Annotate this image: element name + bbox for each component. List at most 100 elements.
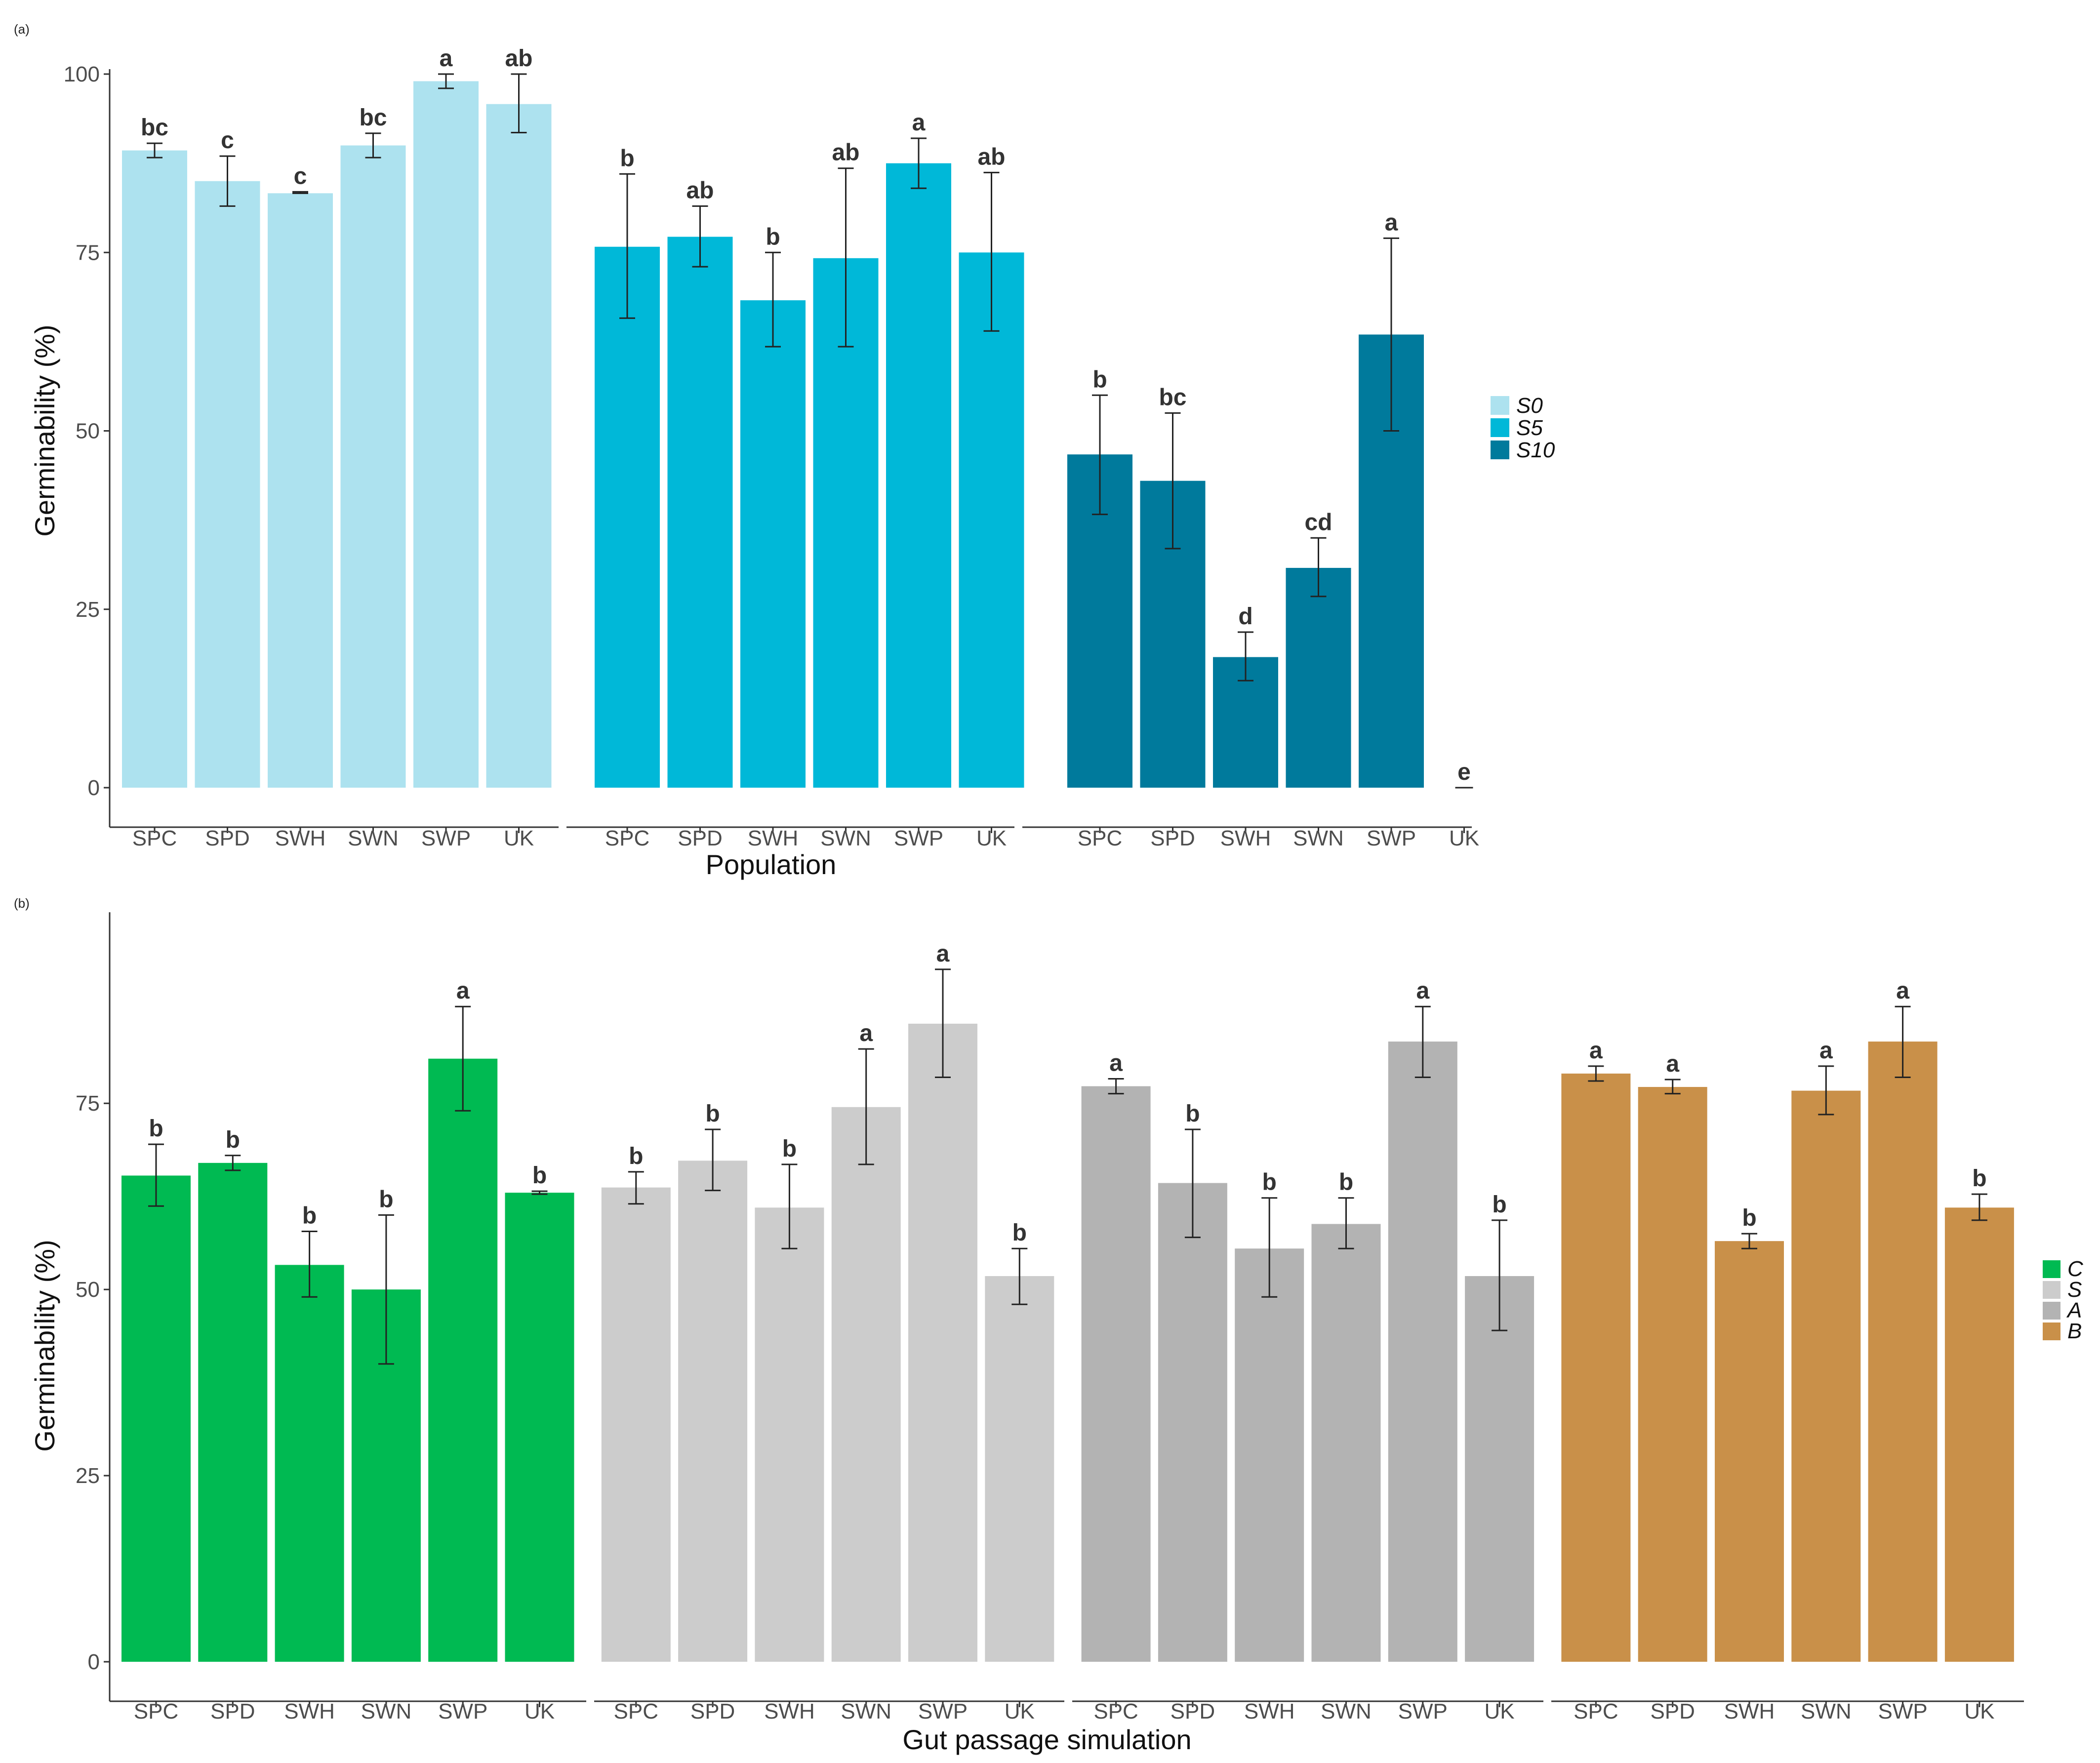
x-tick-label: SWH [284, 1699, 335, 1723]
bar [486, 104, 552, 788]
legend-swatch [2043, 1302, 2060, 1320]
significance-letter: b [782, 1136, 797, 1162]
x-tick-label: UK [1964, 1699, 1994, 1723]
bar [1388, 1042, 1457, 1662]
significance-letter: b [226, 1127, 240, 1153]
significance-letter: bc [359, 105, 387, 131]
bar [1235, 1248, 1304, 1662]
significance-letter: ab [686, 177, 714, 203]
bar [1286, 567, 1351, 788]
legend-label: S10 [1516, 438, 1555, 462]
x-axis-title: Population [706, 849, 837, 880]
bar [428, 1058, 498, 1662]
x-tick-label: SPD [1150, 826, 1195, 850]
x-tick-label: UK [1005, 1699, 1035, 1723]
significance-letter: a [1819, 1038, 1833, 1064]
bar [1868, 1042, 1938, 1662]
significance-letter: ab [505, 45, 532, 72]
legend-swatch [1491, 418, 1509, 437]
x-tick-label: SWH [1220, 826, 1271, 850]
significance-letter: a [1589, 1038, 1603, 1064]
x-tick-label: SWH [275, 826, 326, 850]
x-axis-title: Gut passage simulation [902, 1724, 1191, 1755]
bar [505, 1193, 574, 1662]
bar [1715, 1241, 1784, 1662]
x-tick-label: UK [504, 826, 534, 850]
y-axis-title: Germinability (%) [29, 1240, 60, 1451]
bar [413, 81, 479, 788]
significance-letter: b [705, 1101, 720, 1127]
significance-letter: c [221, 127, 234, 154]
significance-letter: b [1092, 366, 1107, 393]
legend-swatch [2043, 1281, 2060, 1299]
x-tick-label: SWP [438, 1699, 487, 1723]
bar [985, 1276, 1054, 1662]
y-tick-label: 25 [76, 598, 100, 622]
y-tick-label: 75 [76, 240, 100, 265]
legend-swatch [1491, 441, 1509, 459]
significance-letter: d [1238, 603, 1252, 630]
significance-letter: a [859, 1020, 873, 1046]
y-tick-label: 75 [76, 1091, 100, 1116]
x-tick-label: SWP [1398, 1699, 1448, 1723]
x-tick-label: SPC [1093, 1699, 1138, 1723]
bar [268, 193, 333, 788]
panel-label: (b) [14, 896, 30, 911]
legend-swatch [1491, 396, 1509, 415]
significance-letter: ab [977, 144, 1005, 170]
bar [1561, 1073, 1631, 1662]
bar [340, 145, 406, 788]
x-tick-label: SWH [764, 1699, 815, 1723]
significance-letter: b [1972, 1165, 1986, 1192]
x-tick-label: SWH [1244, 1699, 1295, 1723]
significance-letter: a [1109, 1050, 1123, 1076]
significance-letter: b [1742, 1205, 1756, 1231]
x-tick-label: SWP [421, 826, 471, 850]
significance-letter: b [302, 1203, 317, 1229]
x-tick-label: SWP [1878, 1699, 1927, 1723]
x-tick-label: SWN [841, 1699, 891, 1723]
x-tick-label: UK [1449, 826, 1479, 850]
significance-letter: b [766, 224, 780, 250]
significance-letter: b [379, 1186, 393, 1212]
legend-label: S5 [1516, 416, 1543, 440]
bar [1638, 1087, 1707, 1662]
x-tick-label: SWP [894, 826, 943, 850]
significance-letter: a [912, 110, 926, 136]
bar [121, 1175, 191, 1662]
bar [667, 237, 733, 788]
legend-label: S0 [1516, 394, 1543, 418]
y-tick-label: 50 [76, 419, 100, 443]
bar [195, 181, 260, 788]
significance-letter: b [1492, 1192, 1506, 1218]
significance-letter: b [629, 1143, 643, 1169]
x-tick-label: SWN [348, 826, 399, 850]
bar [908, 1023, 977, 1662]
y-tick-label: 0 [88, 776, 100, 800]
x-tick-label: SWN [361, 1699, 412, 1723]
bar [959, 252, 1024, 788]
x-tick-label: SWN [1801, 1699, 1852, 1723]
bar [1158, 1183, 1227, 1662]
bar [678, 1161, 748, 1662]
x-tick-label: SPD [205, 826, 249, 850]
x-tick-label: SPC [1078, 826, 1122, 850]
bar [595, 246, 660, 788]
x-tick-label: SPC [134, 1699, 178, 1723]
legend-label: B [2067, 1319, 2082, 1343]
significance-letter: b [1339, 1169, 1353, 1196]
legend-label: A [2066, 1298, 2082, 1322]
bar [1791, 1090, 1861, 1662]
x-tick-label: SWP [918, 1699, 968, 1723]
bar [740, 300, 806, 788]
x-tick-label: SPD [210, 1699, 255, 1723]
x-tick-label: UK [525, 1699, 555, 1723]
bar [831, 1107, 901, 1662]
significance-letter: b [149, 1116, 163, 1142]
x-tick-label: SWH [748, 826, 799, 850]
significance-letter: c [294, 163, 307, 189]
x-tick-label: SPC [605, 826, 649, 850]
y-tick-label: 0 [88, 1650, 100, 1674]
